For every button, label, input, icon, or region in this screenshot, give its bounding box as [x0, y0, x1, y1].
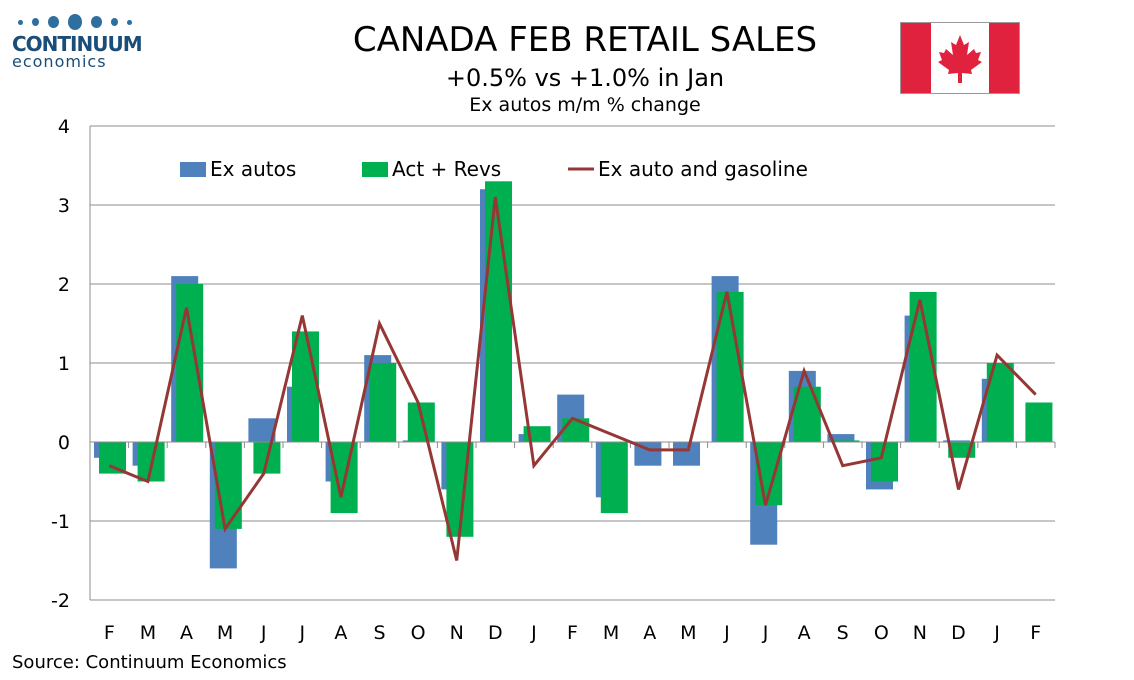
x-tick-label: A: [798, 622, 811, 644]
bar-ex-autos: [827, 434, 855, 442]
x-tick-label: D: [951, 622, 966, 644]
x-tick-label: A: [180, 622, 193, 644]
x-tick-label: J: [762, 622, 769, 644]
x-tick-label: A: [334, 622, 347, 644]
bar-act-revs: [292, 331, 320, 442]
x-tick-label: J: [298, 622, 305, 644]
x-tick-label: F: [567, 622, 578, 644]
source-note: Source: Continuum Economics: [12, 652, 287, 673]
line-ex-auto-and-gasoline: [108, 196, 1037, 561]
x-tick-label: N: [450, 622, 464, 644]
logo-dots: [18, 14, 132, 30]
bar-ex-autos: [248, 418, 276, 442]
legend-swatch: [180, 162, 206, 177]
chart-subtitle-2: Ex autos m/m % change: [469, 94, 701, 116]
legend-label: Ex autos: [210, 157, 296, 181]
legend-label: Act + Revs: [392, 157, 501, 181]
logo: CONTINUUM economics: [12, 14, 143, 71]
canada-flag-icon: [900, 22, 1020, 94]
x-tick-label: S: [373, 622, 385, 644]
bar-act-revs: [176, 284, 204, 442]
x-tick-label: O: [411, 622, 426, 644]
y-tick-label: 2: [58, 274, 70, 296]
logo-sub: economics: [12, 52, 107, 71]
x-tick-label: S: [837, 622, 849, 644]
legend-label: Ex auto and gasoline: [598, 157, 808, 181]
bar-act-revs: [369, 363, 397, 442]
bar-act-revs: [562, 418, 590, 442]
x-tick-label: F: [104, 622, 115, 644]
y-tick-label: -2: [51, 590, 70, 612]
bar-act-revs: [407, 402, 435, 442]
x-tick-label: J: [993, 622, 1000, 644]
bar-act-revs: [600, 442, 628, 514]
x-tick-label: M: [140, 622, 156, 644]
logo-name: CONTINUUM: [12, 32, 143, 56]
x-tick-label: O: [874, 622, 889, 644]
legend-swatch: [362, 162, 388, 177]
bar-act-revs: [214, 442, 242, 529]
x-tick-label: J: [530, 622, 537, 644]
chart-subtitle: +0.5% vs +1.0% in Jan: [445, 64, 725, 92]
bar-act-revs: [99, 442, 127, 474]
chart-title: CANADA FEB RETAIL SALES: [352, 20, 818, 60]
x-tick-label: D: [488, 622, 503, 644]
x-tick-label: J: [723, 622, 730, 644]
y-tick-label: -1: [51, 511, 70, 533]
y-tick-label: 4: [58, 116, 70, 138]
bar-act-revs: [832, 440, 860, 442]
x-tick-label: M: [217, 622, 233, 644]
bar-ex-autos: [943, 440, 971, 442]
x-tick-label: J: [260, 622, 267, 644]
x-tick-label: N: [913, 622, 927, 644]
x-tick-label: M: [680, 622, 696, 644]
y-tick-label: 1: [58, 353, 70, 375]
y-tick-label: 0: [58, 432, 70, 454]
bar-act-revs: [1025, 402, 1053, 442]
bar-ex-autos: [673, 442, 701, 466]
x-tick-label: F: [1030, 622, 1041, 644]
x-tick-label: A: [643, 622, 656, 644]
y-tick-label: 3: [58, 195, 70, 217]
x-tick-label: M: [603, 622, 619, 644]
